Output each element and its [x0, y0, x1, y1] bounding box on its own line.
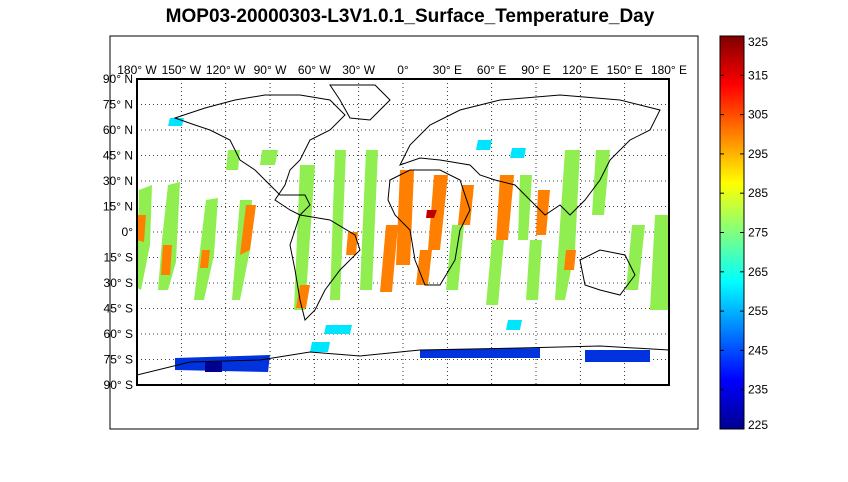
- lon-label: 180° W: [117, 63, 157, 77]
- lat-label: 15° N: [103, 200, 133, 214]
- swath-antarctic-2: [420, 348, 540, 358]
- coast-eurasia: [399, 94, 661, 216]
- swath-asia-4: [555, 150, 580, 300]
- lat-label: 60° S: [104, 327, 133, 341]
- colorbar-tick-label: 305: [748, 108, 768, 122]
- swath-pacific-1-warm: [137, 215, 146, 242]
- swath-asia-5: [592, 150, 610, 215]
- lat-label: 75° N: [103, 98, 133, 112]
- swath-atlantic: [360, 150, 378, 290]
- colorbar-tick-label: 235: [748, 383, 768, 397]
- swath-pacific-2-warm: [161, 245, 172, 275]
- colorbar-tick-label: 325: [748, 35, 768, 49]
- swath-wpacific: [626, 225, 645, 290]
- swath-indian-2: [526, 240, 542, 300]
- lon-label: 60° E: [477, 63, 506, 77]
- colorbar-tick-label: 285: [748, 186, 768, 200]
- swath-atlantic-warm: [380, 225, 398, 292]
- lon-label: 60° W: [298, 63, 331, 77]
- patch-southern-3: [310, 342, 330, 352]
- colorbar-tick-label: 255: [748, 304, 768, 318]
- outer-axes-frame: [109, 35, 699, 430]
- swath-africa-4: [458, 185, 474, 225]
- swath-americas-warm: [296, 285, 310, 308]
- coast-africa: [387, 169, 471, 286]
- swath-pacific-1: [137, 185, 152, 290]
- coastlines: [137, 84, 669, 385]
- latitude-labels: 90° N 75° N 60° N 45° N 30° N 15° N 0° 15° S 30°…: [103, 72, 133, 392]
- lat-label: 15° S: [104, 251, 133, 265]
- swath-antarctic-1: [175, 355, 270, 372]
- patch-arctic-1: [168, 118, 184, 126]
- lon-label: 30° W: [342, 63, 375, 77]
- patch-southern-1: [324, 325, 352, 334]
- colorbar-tick-label: 295: [748, 147, 768, 161]
- lat-label: 90° N: [103, 72, 133, 86]
- swath-namerica: [260, 150, 278, 165]
- lat-label: 90° S: [104, 378, 133, 392]
- colorbar-tick-label: 265: [748, 265, 768, 279]
- swath-antarctic-cold: [205, 362, 222, 372]
- map-frame: [136, 78, 670, 386]
- lat-label: 30° N: [103, 174, 133, 188]
- swath-africa-2: [428, 175, 448, 250]
- lon-label: 90° E: [521, 63, 550, 77]
- lon-label: 150° W: [162, 63, 202, 77]
- swath-pacific-4-warm: [240, 205, 256, 255]
- colorbar: 325 315 305 295 285 275 265 255 245 235 225: [719, 35, 768, 432]
- lon-label: 120° E: [562, 63, 598, 77]
- lat-label: 45° S: [104, 302, 133, 316]
- figure-title: MOP03-20000303-L3V1.0.1_Surface_Temperat…: [165, 6, 655, 27]
- swath-americas: [294, 165, 315, 310]
- patch-arctic-3: [510, 148, 526, 158]
- coast-north-america: [173, 94, 346, 216]
- lon-label: 150° E: [607, 63, 643, 77]
- swath-africa-hot: [426, 210, 437, 218]
- patch-arctic-2: [476, 140, 492, 150]
- lat-label: 0°: [122, 225, 134, 239]
- colorbar-tick-label: 315: [748, 68, 768, 82]
- lat-label: 60° N: [103, 123, 133, 137]
- lon-label: 0°: [397, 63, 409, 77]
- longitude-labels: 180° W 150° W 120° W 90° W 60° W 30° W 0° 30° E…: [117, 63, 687, 77]
- swath-indian-1: [486, 240, 504, 305]
- swath-antarctic-3: [585, 350, 650, 362]
- swath-samerica-warm: [346, 232, 358, 255]
- swath-africa-1: [396, 170, 414, 265]
- lon-label: 120° W: [206, 63, 246, 77]
- swath-asia-1: [496, 175, 514, 240]
- lon-label: 30° E: [433, 63, 462, 77]
- swath-africa-1b: [416, 250, 432, 285]
- coast-australia: [579, 249, 636, 296]
- swath-wpacific-2: [650, 215, 668, 310]
- coast-south-america: [289, 214, 361, 321]
- colorbar-tick-label: 225: [748, 418, 768, 432]
- map-panel: [136, 78, 670, 386]
- coast-greenland: [329, 84, 391, 121]
- lat-label: 30° S: [104, 276, 133, 290]
- swath-pacific-3-warm: [200, 250, 210, 268]
- lon-label: 90° W: [254, 63, 287, 77]
- colorbar-tick-label: 275: [748, 226, 768, 240]
- swath-pacific-3: [194, 198, 218, 300]
- coast-antarctica: [137, 345, 669, 385]
- colorbar-ticks: 325 315 305 295 285 275 265 255 245 235 225: [720, 35, 768, 432]
- swath-npacific: [226, 150, 240, 170]
- lat-label: 45° N: [103, 149, 133, 163]
- patch-southern-2: [506, 320, 522, 330]
- swath-asia-4-warm: [564, 250, 576, 270]
- colorbar-tick-label: 245: [748, 343, 768, 357]
- lon-label: 180° E: [651, 63, 687, 77]
- lat-label: 75° S: [104, 353, 133, 367]
